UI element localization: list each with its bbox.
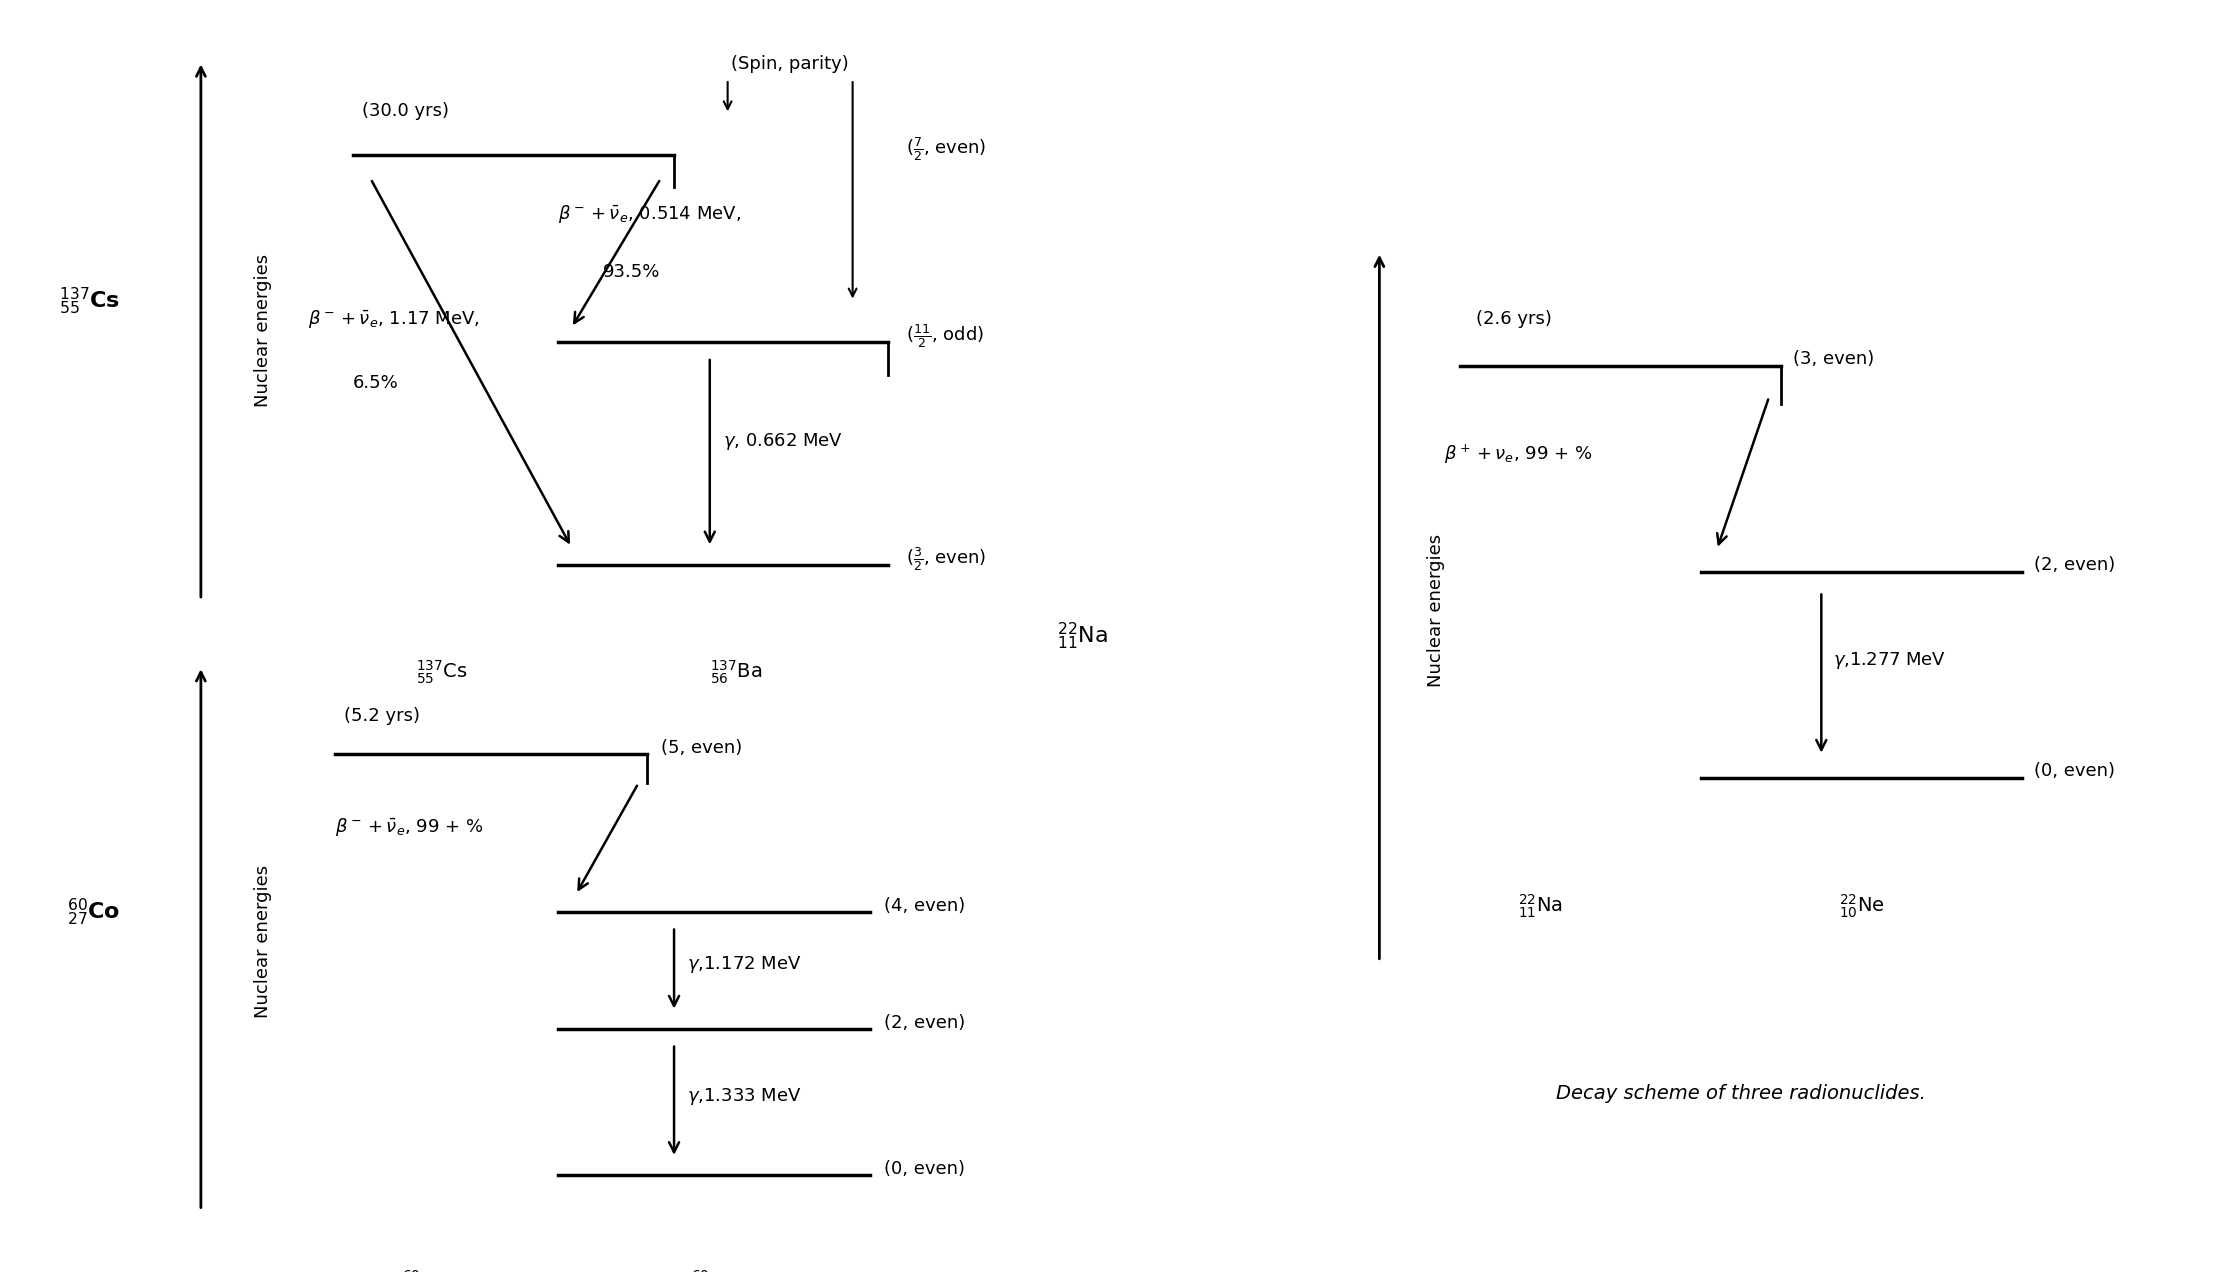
Text: $\beta^++\nu_e$, 99 + %: $\beta^++\nu_e$, 99 + % [1444, 443, 1591, 466]
Text: $\beta^-+\bar{\nu}_e$, 99 + %: $\beta^-+\bar{\nu}_e$, 99 + % [335, 817, 482, 838]
Text: $^{60}_{28}$Ni: $^{60}_{28}$Ni [690, 1269, 730, 1272]
Text: (0, even): (0, even) [884, 1160, 964, 1178]
Text: $\gamma$,1.277 MeV: $\gamma$,1.277 MeV [1832, 650, 1946, 670]
Text: $\beta^-+\bar{\nu}_e$, 0.514 MeV,: $\beta^-+\bar{\nu}_e$, 0.514 MeV, [558, 202, 741, 225]
Text: Nuclear energies: Nuclear energies [254, 865, 272, 1018]
Text: $^{22}_{10}$Ne: $^{22}_{10}$Ne [1839, 893, 1884, 921]
Text: (3, even): (3, even) [1792, 350, 1875, 368]
Text: (0, even): (0, even) [2033, 762, 2116, 780]
Text: (2.6 yrs): (2.6 yrs) [1475, 310, 1551, 328]
Text: (2, even): (2, even) [884, 1014, 964, 1032]
Text: $^{137}_{56}$Ba: $^{137}_{56}$Ba [710, 659, 763, 686]
Text: $\gamma$,1.172 MeV: $\gamma$,1.172 MeV [687, 954, 801, 976]
Text: 93.5%: 93.5% [603, 263, 661, 281]
Text: (Spin, parity): (Spin, parity) [732, 55, 848, 74]
Text: $^{60}_{27}$Co: $^{60}_{27}$Co [67, 897, 121, 927]
Text: $^{22}_{11}$Na: $^{22}_{11}$Na [1518, 893, 1562, 921]
Text: (5, even): (5, even) [661, 739, 741, 757]
Text: $^{60}_{27}$Co: $^{60}_{27}$Co [402, 1269, 446, 1272]
Text: ($\frac{11}{2}$, odd): ($\frac{11}{2}$, odd) [906, 323, 984, 351]
Text: (4, even): (4, even) [884, 897, 964, 915]
Text: ($\frac{7}{2}$, even): ($\frac{7}{2}$, even) [906, 135, 987, 163]
Text: Nuclear energies: Nuclear energies [254, 254, 272, 407]
Text: Nuclear energies: Nuclear energies [1426, 534, 1444, 687]
Text: $\beta^-+\bar{\nu}_e$, 1.17 MeV,: $\beta^-+\bar{\nu}_e$, 1.17 MeV, [308, 308, 480, 329]
Text: ($\frac{3}{2}$, even): ($\frac{3}{2}$, even) [906, 544, 987, 572]
Text: (30.0 yrs): (30.0 yrs) [362, 102, 449, 120]
Text: $\gamma$, 0.662 MeV: $\gamma$, 0.662 MeV [723, 431, 844, 453]
Text: Decay scheme of three radionuclides.: Decay scheme of three radionuclides. [1556, 1085, 1926, 1103]
Text: (2, even): (2, even) [2033, 556, 2116, 574]
Text: $^{22}_{11}$Na: $^{22}_{11}$Na [1058, 621, 1107, 651]
Text: (5.2 yrs): (5.2 yrs) [344, 707, 420, 725]
Text: $^{137}_{55}$Cs: $^{137}_{55}$Cs [60, 286, 121, 317]
Text: $^{137}_{55}$Cs: $^{137}_{55}$Cs [415, 659, 469, 686]
Text: $\gamma$,1.333 MeV: $\gamma$,1.333 MeV [687, 1086, 801, 1107]
Text: 6.5%: 6.5% [353, 374, 397, 392]
